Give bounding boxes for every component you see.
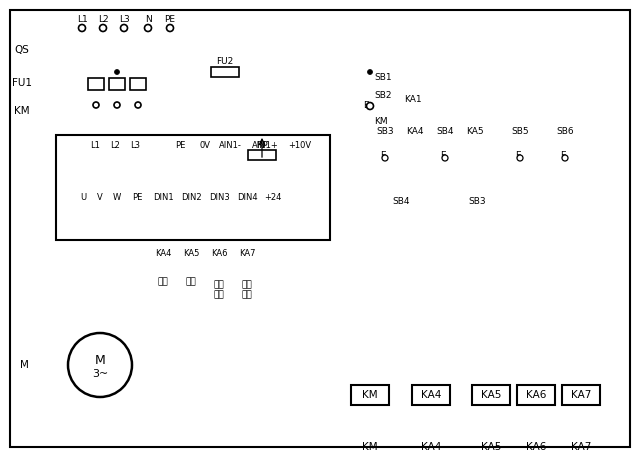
- Text: SB3: SB3: [376, 127, 394, 135]
- Text: L3: L3: [118, 16, 129, 25]
- Text: SB2: SB2: [374, 91, 392, 101]
- Text: KA4: KA4: [155, 250, 171, 259]
- Circle shape: [442, 155, 448, 161]
- Text: AIN1+: AIN1+: [252, 140, 278, 149]
- Text: W: W: [113, 193, 121, 202]
- Text: KA6: KA6: [211, 250, 227, 259]
- Circle shape: [115, 69, 120, 74]
- Circle shape: [382, 155, 388, 161]
- Text: KA1: KA1: [404, 95, 422, 103]
- Text: KA7: KA7: [239, 250, 255, 259]
- Text: PE: PE: [132, 193, 142, 202]
- Text: SB1: SB1: [374, 73, 392, 81]
- Text: L2: L2: [110, 140, 120, 149]
- Text: KM: KM: [362, 390, 378, 400]
- Circle shape: [145, 25, 152, 32]
- Text: E: E: [560, 152, 566, 160]
- Text: 正转: 正转: [157, 277, 168, 287]
- Text: KM: KM: [14, 106, 30, 117]
- Text: FU1: FU1: [12, 79, 32, 89]
- Text: U: U: [80, 193, 86, 202]
- Bar: [211, 67, 239, 77]
- Text: DIN4: DIN4: [237, 193, 257, 202]
- Bar: [562, 385, 600, 405]
- Text: KM: KM: [374, 117, 388, 126]
- Bar: [109, 78, 125, 90]
- Text: N: N: [145, 16, 152, 25]
- Text: 3~: 3~: [92, 369, 108, 379]
- Circle shape: [517, 155, 523, 161]
- Circle shape: [68, 333, 132, 397]
- Circle shape: [99, 25, 106, 32]
- Circle shape: [79, 25, 86, 32]
- Text: SB6: SB6: [556, 127, 574, 135]
- Text: KA5: KA5: [466, 127, 484, 135]
- Text: KM: KM: [362, 442, 378, 452]
- Text: AIN1-: AIN1-: [219, 140, 241, 149]
- Text: KA5: KA5: [481, 442, 501, 452]
- Text: +10V: +10V: [289, 140, 312, 149]
- Text: SB3: SB3: [468, 197, 486, 206]
- Text: KA6: KA6: [526, 442, 546, 452]
- Bar: [517, 385, 555, 405]
- Bar: [472, 385, 510, 405]
- Text: L3: L3: [130, 140, 140, 149]
- Text: L1: L1: [90, 140, 100, 149]
- Text: V: V: [97, 193, 103, 202]
- Circle shape: [135, 102, 141, 108]
- Text: KA7: KA7: [571, 390, 591, 400]
- Text: KA6: KA6: [526, 390, 546, 400]
- Bar: [130, 78, 146, 90]
- Text: 反向
点动: 反向 点动: [242, 280, 252, 300]
- Text: SB5: SB5: [511, 127, 529, 135]
- Text: DIN2: DIN2: [180, 193, 202, 202]
- Text: KA4: KA4: [406, 127, 424, 135]
- Text: KA7: KA7: [571, 442, 591, 452]
- Text: M: M: [95, 354, 106, 367]
- Bar: [56, 135, 330, 240]
- Circle shape: [367, 69, 372, 74]
- Text: KA4: KA4: [421, 390, 441, 400]
- Bar: [412, 385, 450, 405]
- Text: KA5: KA5: [183, 250, 199, 259]
- Text: 反转: 反转: [186, 277, 196, 287]
- Text: M: M: [20, 360, 28, 370]
- Text: 正向
点动: 正向 点动: [214, 280, 225, 300]
- Text: PE: PE: [175, 140, 185, 149]
- Circle shape: [562, 155, 568, 161]
- Bar: [88, 78, 104, 90]
- Text: SB4: SB4: [436, 127, 454, 135]
- Text: L2: L2: [98, 16, 108, 25]
- Text: E: E: [440, 152, 446, 160]
- Circle shape: [93, 102, 99, 108]
- Text: KA5: KA5: [481, 390, 501, 400]
- Circle shape: [120, 25, 127, 32]
- Circle shape: [367, 102, 374, 110]
- Text: L1: L1: [77, 16, 88, 25]
- Circle shape: [114, 102, 120, 108]
- Text: E: E: [515, 152, 521, 160]
- Text: QS: QS: [15, 45, 29, 55]
- Text: DIN3: DIN3: [209, 193, 229, 202]
- Text: KA4: KA4: [421, 442, 441, 452]
- Text: E: E: [363, 101, 369, 111]
- Text: DIN1: DIN1: [153, 193, 173, 202]
- Bar: [248, 150, 276, 160]
- Text: RP: RP: [256, 140, 268, 149]
- Text: PE: PE: [164, 16, 175, 25]
- Text: 0V: 0V: [200, 140, 211, 149]
- Bar: [351, 385, 389, 405]
- Circle shape: [166, 25, 173, 32]
- Text: E: E: [380, 152, 386, 160]
- Text: FU2: FU2: [216, 58, 234, 67]
- Text: +24: +24: [264, 193, 282, 202]
- Text: SB4: SB4: [392, 197, 410, 206]
